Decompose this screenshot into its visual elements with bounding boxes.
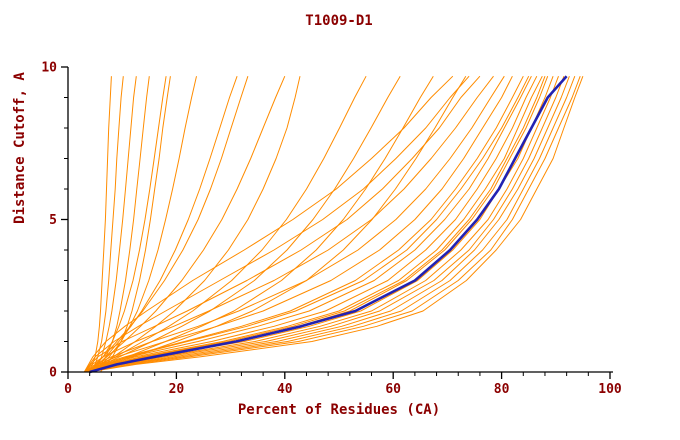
y-tick-label: 10 [41,61,57,76]
curve-model-22 [85,75,538,373]
curve-model-16 [83,75,481,373]
curve-model-34 [85,75,530,373]
curve-model-24 [85,76,549,373]
y-axis-label: Distance Cutoff, A [12,72,28,224]
x-tick-label: 60 [385,382,401,397]
curve-model-05 [90,76,167,373]
curve-model-23 [85,75,543,373]
curve-model-10 [90,76,286,373]
curve-model-35 [86,76,546,373]
curve-model-04 [95,76,150,373]
axes-layer: 0 20 40 60 80 100 0 5 10 [41,61,622,398]
curve-model-25 [86,76,554,373]
curve-model-27 [86,76,565,373]
curve-model-14 [92,75,434,373]
curve-model-31 [88,76,584,373]
curve-model-07 [94,76,197,373]
curve-model-19 [84,75,513,373]
curve-model-09 [89,76,249,373]
curve-model-33 [83,75,454,373]
curves-layer [83,75,584,374]
curve-model-20 [84,75,524,373]
curve-model-30 [88,76,581,373]
curve-model-28 [86,76,570,373]
curve-model-29 [88,76,576,373]
curve-model-18 [84,75,505,373]
chart-title: T1009-D1 [305,13,372,29]
curve-reference-model [89,75,568,374]
x-tick-label: 0 [64,382,72,397]
x-tick-label: 40 [277,382,293,397]
x-axis-label: Percent of Residues (CA) [238,402,440,418]
curve-model-06 [100,76,171,373]
x-tick-label: 80 [494,382,510,397]
curve-model-01 [89,76,112,373]
y-tick-label: 0 [49,366,57,381]
curve-model-32 [83,75,470,373]
x-tick-label: 100 [598,382,622,397]
curve-model-26 [86,76,559,373]
curve-model-21 [84,75,532,373]
curve-model-17 [83,75,494,373]
x-tick-label: 20 [169,382,185,397]
y-tick-label: 5 [49,213,57,228]
